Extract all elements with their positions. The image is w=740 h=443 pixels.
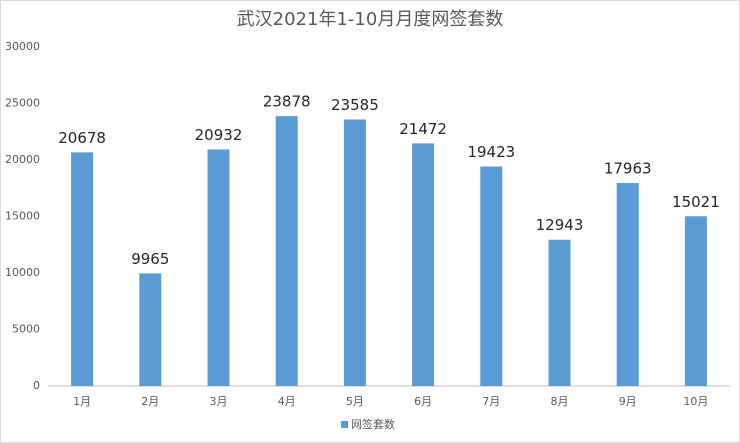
legend-label: 网签套数	[351, 417, 395, 431]
data-label: 21472	[399, 120, 447, 138]
chart-title: 武汉2021年1-10月月度网签套数	[237, 9, 504, 30]
bar	[207, 149, 230, 386]
y-tick-label: 10000	[5, 266, 40, 279]
data-label: 23585	[331, 96, 379, 114]
x-tick-label: 8月	[551, 395, 569, 408]
x-tick-label: 7月	[482, 395, 500, 408]
data-label: 12943	[536, 216, 584, 234]
bar	[139, 273, 162, 386]
y-tick-label: 15000	[5, 210, 40, 223]
x-tick-label: 5月	[346, 395, 364, 408]
data-label: 15021	[672, 193, 720, 211]
bar	[412, 143, 435, 386]
bar	[480, 166, 503, 386]
y-tick-label: 30000	[5, 40, 40, 53]
x-tick-label: 10月	[683, 395, 708, 408]
x-tick-label: 9月	[619, 395, 637, 408]
data-label: 23878	[263, 93, 311, 111]
data-label: 9965	[131, 250, 169, 268]
legend-swatch	[341, 421, 348, 428]
bar	[684, 216, 707, 386]
data-label: 19423	[467, 143, 515, 161]
bar	[275, 116, 298, 387]
x-tick-label: 1月	[73, 395, 91, 408]
bar	[71, 152, 94, 386]
data-label: 17963	[604, 160, 652, 178]
y-tick-label: 5000	[12, 323, 40, 336]
x-tick-label: 2月	[141, 395, 159, 408]
data-label: 20932	[195, 126, 243, 144]
y-tick-label: 25000	[5, 97, 40, 110]
bar	[548, 239, 571, 386]
bar	[616, 183, 639, 386]
x-tick-label: 6月	[414, 395, 432, 408]
y-tick-label: 0	[33, 379, 40, 392]
data-label: 20678	[58, 129, 106, 147]
x-tick-label: 3月	[210, 395, 228, 408]
bar	[343, 119, 366, 386]
y-tick-label: 20000	[5, 153, 40, 166]
x-tick-label: 4月	[278, 395, 296, 408]
